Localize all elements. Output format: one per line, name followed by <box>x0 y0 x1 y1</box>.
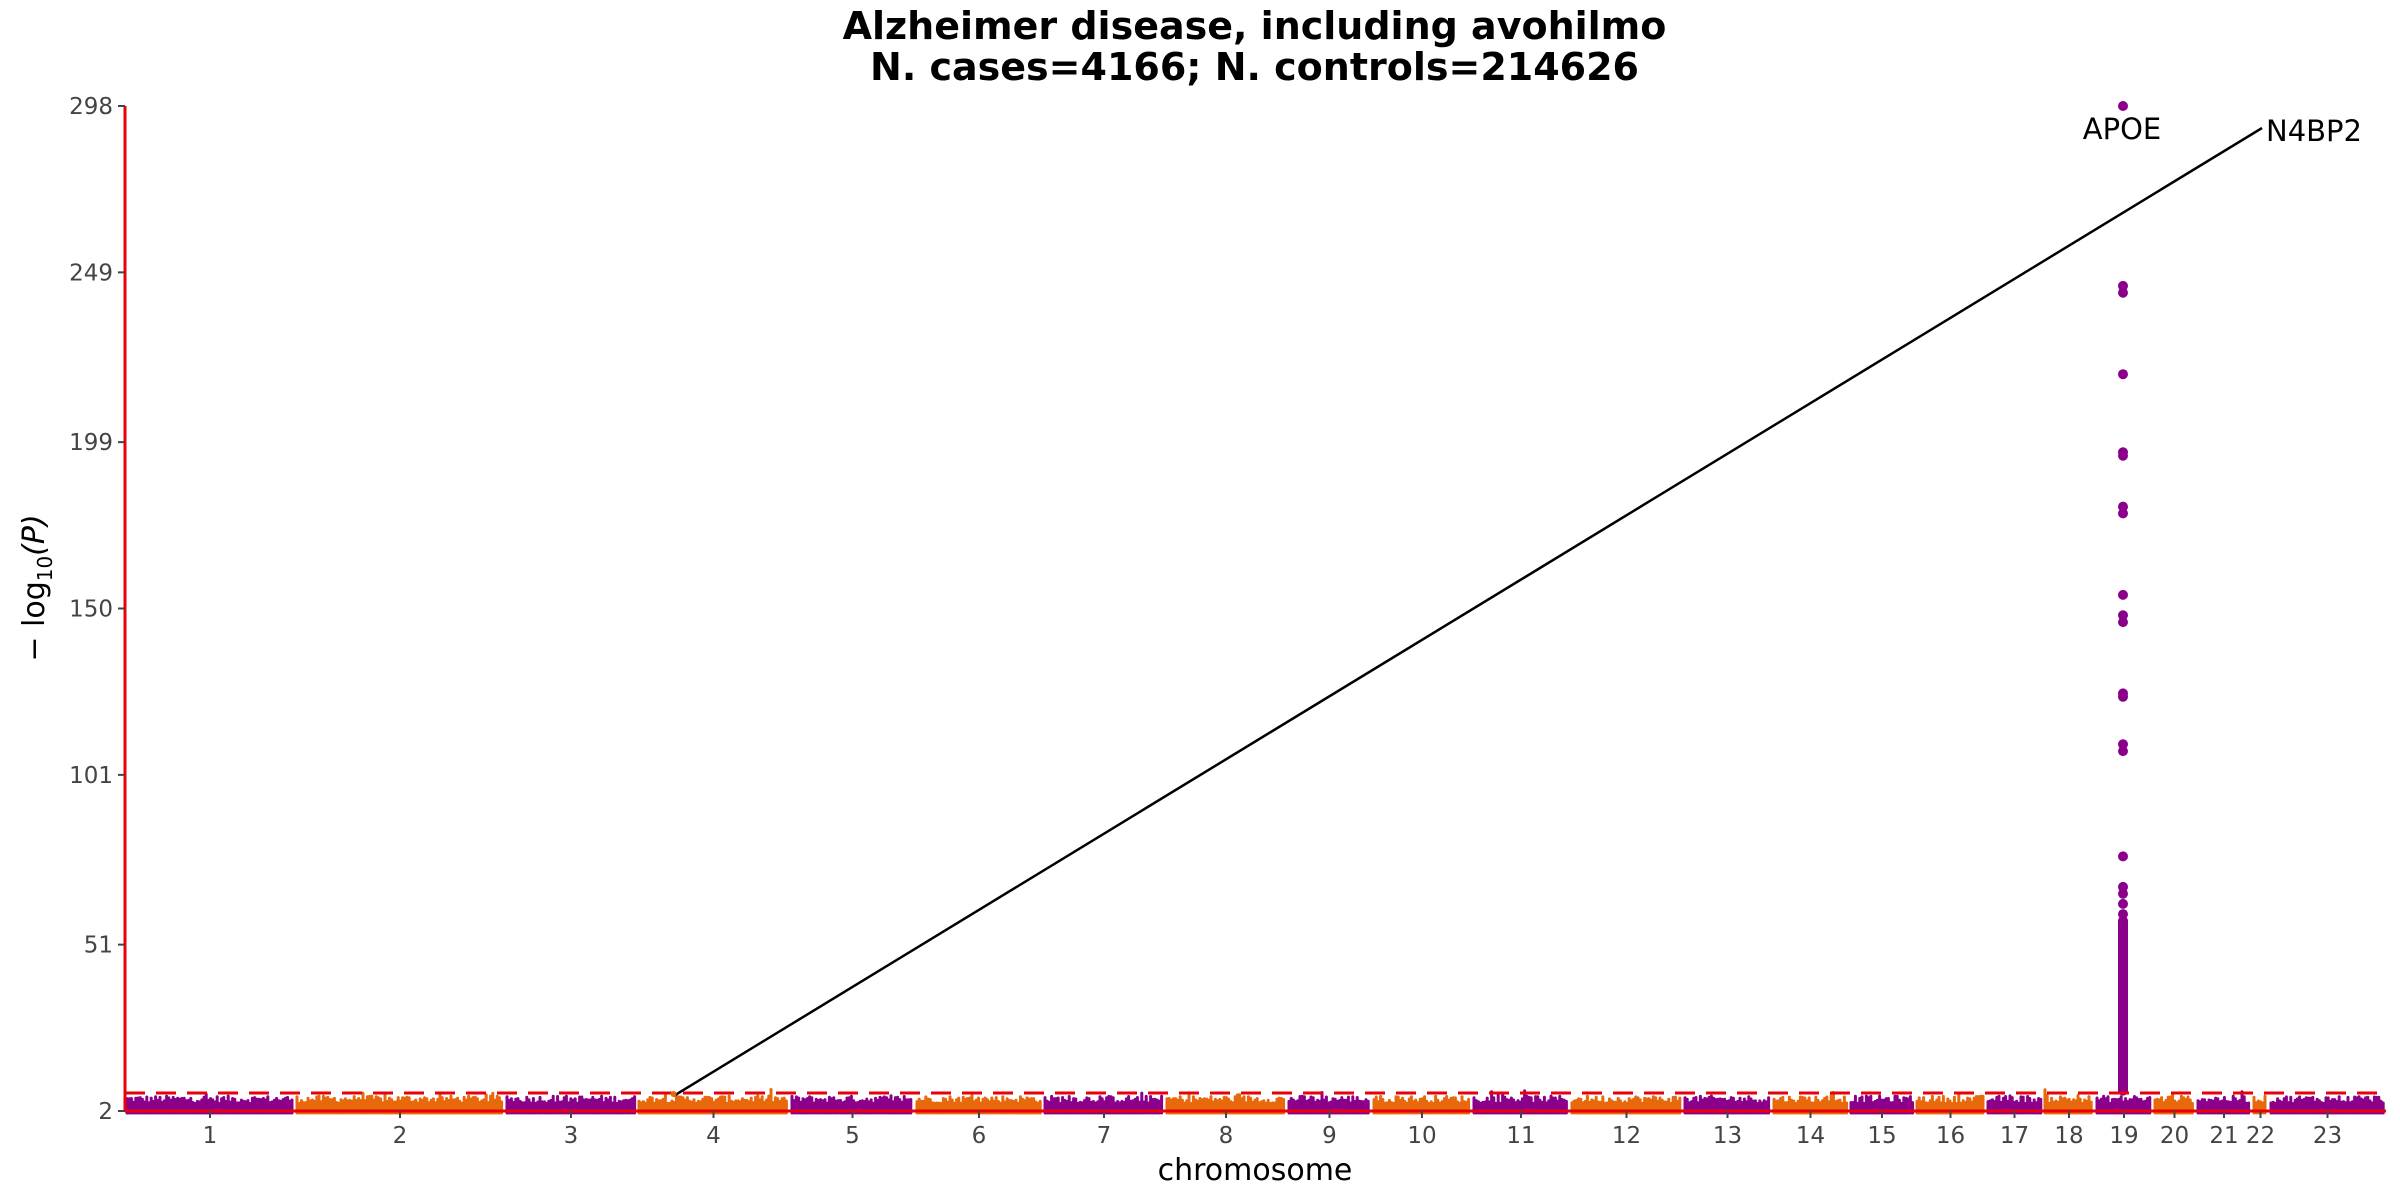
x-tick-label-19: 19 <box>2109 1123 2138 1149</box>
y-tick-label-0: 2 <box>98 1099 113 1125</box>
x-tick-label-4: 4 <box>706 1123 721 1149</box>
x-tick-label-1: 1 <box>203 1123 218 1149</box>
peak-point-10 <box>2118 617 2128 628</box>
peak-point-18 <box>2118 898 2128 909</box>
chromosome-points-21 <box>2196 1090 2251 1115</box>
x-tick-label-23: 23 <box>2313 1123 2342 1149</box>
points-layer <box>125 101 2385 1115</box>
chromosome-points-14 <box>1772 1091 1849 1115</box>
x-tick-label-10: 10 <box>1407 1123 1436 1149</box>
y-axis-title-prefix: − log <box>17 581 52 661</box>
chromosome-points-12 <box>1570 1094 1682 1115</box>
y-tick-label-4: 199 <box>69 430 113 456</box>
x-tick-label-11: 11 <box>1506 1123 1535 1149</box>
x-tick-label-20: 20 <box>2160 1123 2189 1149</box>
x-tick-label-7: 7 <box>1097 1123 1112 1149</box>
y-tick-label-2: 101 <box>69 763 113 789</box>
x-tick-label-2: 2 <box>393 1123 408 1149</box>
chromosome-points-18 <box>2043 1088 2093 1115</box>
chromosome-points-4 <box>637 1088 788 1115</box>
chromosome-points-16 <box>1915 1092 1985 1115</box>
annotation-label-N4BP2: N4BP2 <box>2266 114 2362 148</box>
x-tick-label-21: 21 <box>2209 1123 2238 1149</box>
y-tick-label-1: 51 <box>84 933 113 959</box>
peak-point-5 <box>2118 450 2128 461</box>
x-tick-label-6: 6 <box>972 1123 987 1149</box>
chromosome-points-23 <box>2269 1095 2385 1115</box>
peak-point-12 <box>2118 691 2128 702</box>
chromosome-points-10 <box>1372 1094 1471 1115</box>
chromosome-points-17 <box>1986 1094 2043 1115</box>
chromosome-points-1 <box>125 1092 294 1115</box>
annotations-layer: APOE N4BP2 <box>670 112 2362 1098</box>
y-tick-label-5: 249 <box>69 260 113 286</box>
chromosome-points-7 <box>1043 1091 1164 1115</box>
chromosome-points-19 <box>2095 1094 2152 1115</box>
annotation-leader-N4BP2 <box>672 126 2263 1098</box>
chromosome-points-8 <box>1165 1093 1286 1115</box>
peak-point-15 <box>2118 851 2128 862</box>
x-tick-label-15: 15 <box>1867 1123 1896 1149</box>
y-axis-title-subscript: 10 <box>33 556 57 581</box>
chromosome-points-3 <box>505 1094 637 1115</box>
x-tick-label-16: 16 <box>1936 1123 1965 1149</box>
x-tick-label-5: 5 <box>845 1123 860 1149</box>
chart-title-line-2: N. cases=4166; N. controls=214626 <box>870 45 1639 89</box>
x-tick-label-14: 14 <box>1796 1123 1825 1149</box>
chromosome-points-11 <box>1472 1089 1568 1115</box>
chromosome-points-5 <box>790 1094 913 1115</box>
annotation-label-APOE: APOE <box>2083 112 2161 146</box>
chromosome-points-2 <box>295 1091 504 1115</box>
chromosome-points-9 <box>1287 1091 1370 1115</box>
peak-point-2 <box>2118 287 2128 298</box>
x-tick-label-3: 3 <box>564 1123 579 1149</box>
y-axis-title: − log10(P) <box>17 514 57 661</box>
x-tick-label-8: 8 <box>1219 1123 1234 1149</box>
peak-point-17 <box>2118 888 2128 899</box>
x-tick-label-12: 12 <box>1612 1123 1641 1149</box>
chromosome-points-20 <box>2153 1092 2194 1115</box>
chromosome-points-15 <box>1849 1094 1915 1115</box>
peak-point-8 <box>2118 589 2128 600</box>
chromosome-points-22 <box>2252 1094 2267 1115</box>
chart-title: Alzheimer disease, including avohilmo N.… <box>0 6 2400 88</box>
chromosome-points-13 <box>1683 1094 1771 1115</box>
y-axis-title-suffix: (P) <box>17 514 52 556</box>
x-tick-label-9: 9 <box>1322 1123 1337 1149</box>
x-axis-title: chromosome <box>1158 1153 1353 1188</box>
annotation-point-N4BP2 <box>670 1091 677 1098</box>
y-tick-label-6: 298 <box>69 94 113 120</box>
peak-point-0 <box>2118 101 2128 111</box>
x-tick-label-22: 22 <box>2246 1123 2275 1149</box>
x-tick-label-13: 13 <box>1713 1123 1742 1149</box>
peak-point-7 <box>2118 508 2128 519</box>
x-tick-label-18: 18 <box>2054 1123 2083 1149</box>
x-tick-label-17: 17 <box>2000 1123 2029 1149</box>
peak-point-3 <box>2118 369 2128 380</box>
chromosome-points-6 <box>915 1094 1042 1115</box>
y-tick-label-3: 150 <box>69 597 113 623</box>
peak-point-14 <box>2118 746 2128 757</box>
chart-title-line-1: Alzheimer disease, including avohilmo <box>842 4 1667 48</box>
